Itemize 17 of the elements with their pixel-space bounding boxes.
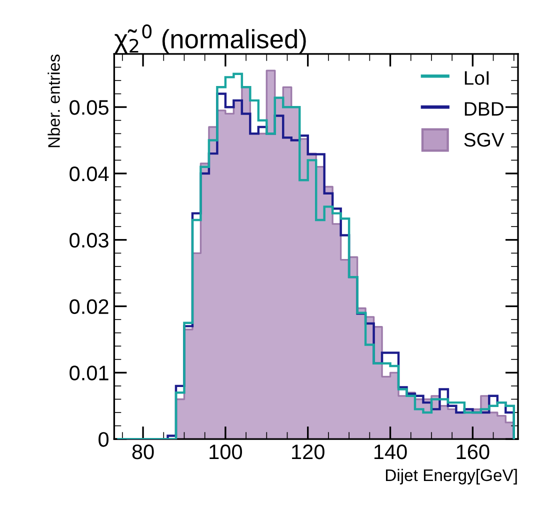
x-tick-label: 100 bbox=[210, 444, 242, 460]
x-tick-label: 160 bbox=[456, 444, 490, 460]
legend-label: DBD bbox=[464, 102, 504, 116]
y-tick-label: 0.03 bbox=[70, 232, 108, 248]
y-axis-title: Nber. entries bbox=[48, 54, 60, 148]
legend-label: LoI bbox=[464, 71, 489, 85]
legend-label: SGV bbox=[464, 132, 504, 147]
x-tick-label: 80 bbox=[132, 444, 154, 460]
y-tick-label: 0.01 bbox=[70, 366, 108, 380]
y-tick-label: 0.04 bbox=[70, 166, 109, 182]
y-tick-label: 0.02 bbox=[70, 299, 108, 314]
x-tick-label: 140 bbox=[374, 444, 407, 460]
y-tick-label: 0.05 bbox=[70, 100, 108, 115]
x-axis-title: Dijet Energy[GeV] bbox=[386, 468, 517, 484]
chart-title: χ̃$_{2}$$^{0}$ (normalised) bbox=[114, 24, 306, 54]
x-tick-label: 120 bbox=[292, 444, 324, 460]
y-tick-label: 0 bbox=[98, 432, 109, 447]
